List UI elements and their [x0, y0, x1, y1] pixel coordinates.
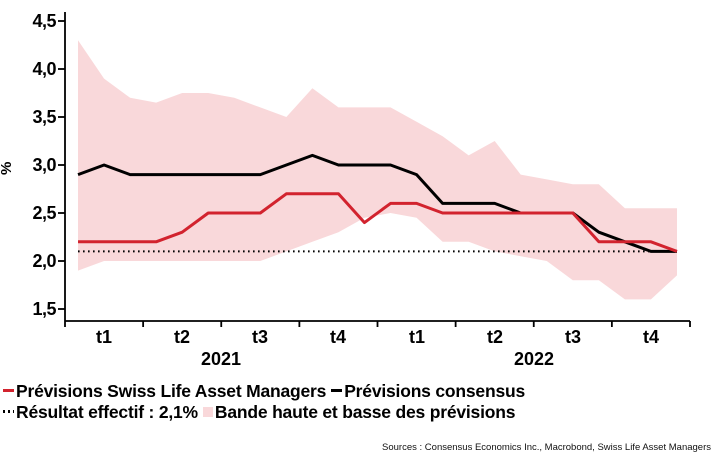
- legend-label-slam: Prévisions Swiss Life Asset Managers: [16, 381, 327, 401]
- year-label: 2021: [200, 349, 242, 369]
- x-tick-label: t1: [95, 327, 112, 347]
- actual-result-marker: [3, 409, 14, 413]
- x-tick-label: t2: [173, 327, 190, 347]
- legend-label-consensus: Prévisions consensus: [344, 381, 526, 401]
- legend: Prévisions Swiss Life Asset Managers Prév…: [3, 381, 713, 423]
- y-tick-label: 1,5: [32, 299, 56, 319]
- legend-label-actual: Résultat effectif : 2,1%: [16, 402, 198, 422]
- sources-note: Sources : Consensus Economics Inc., Macr…: [382, 442, 711, 453]
- year-label: 2022: [513, 349, 555, 369]
- x-tick-label: t1: [408, 327, 425, 347]
- consensus-line-marker: [331, 388, 343, 393]
- forecast-band-area: [78, 40, 677, 300]
- x-tick-label: t2: [486, 327, 503, 347]
- y-tick-label: 4,0: [32, 59, 56, 79]
- y-tick-label: 2,0: [32, 251, 56, 271]
- band-marker: [202, 407, 213, 418]
- legend-row-2: Résultat effectif : 2,1% Bande haute et b…: [3, 402, 713, 423]
- legend-label-band: Bande haute et basse des prévisions: [214, 402, 516, 422]
- forecast-chart-plot: [58, 12, 691, 327]
- x-tick-label: t3: [564, 327, 581, 347]
- y-tick-label: 3,5: [32, 107, 56, 127]
- y-tick-label: 4,5: [32, 11, 56, 31]
- x-tick-label: t4: [329, 327, 346, 347]
- x-tick-label: t3: [251, 327, 268, 347]
- y-tick-label: 2,5: [32, 203, 56, 223]
- slam-line-marker: [3, 388, 14, 393]
- slam-forecast-line: [78, 192, 678, 253]
- y-tick-label: 3,0: [32, 155, 56, 175]
- legend-row-1: Prévisions Swiss Life Asset Managers Prév…: [3, 381, 713, 402]
- x-tick-label: t4: [642, 327, 659, 347]
